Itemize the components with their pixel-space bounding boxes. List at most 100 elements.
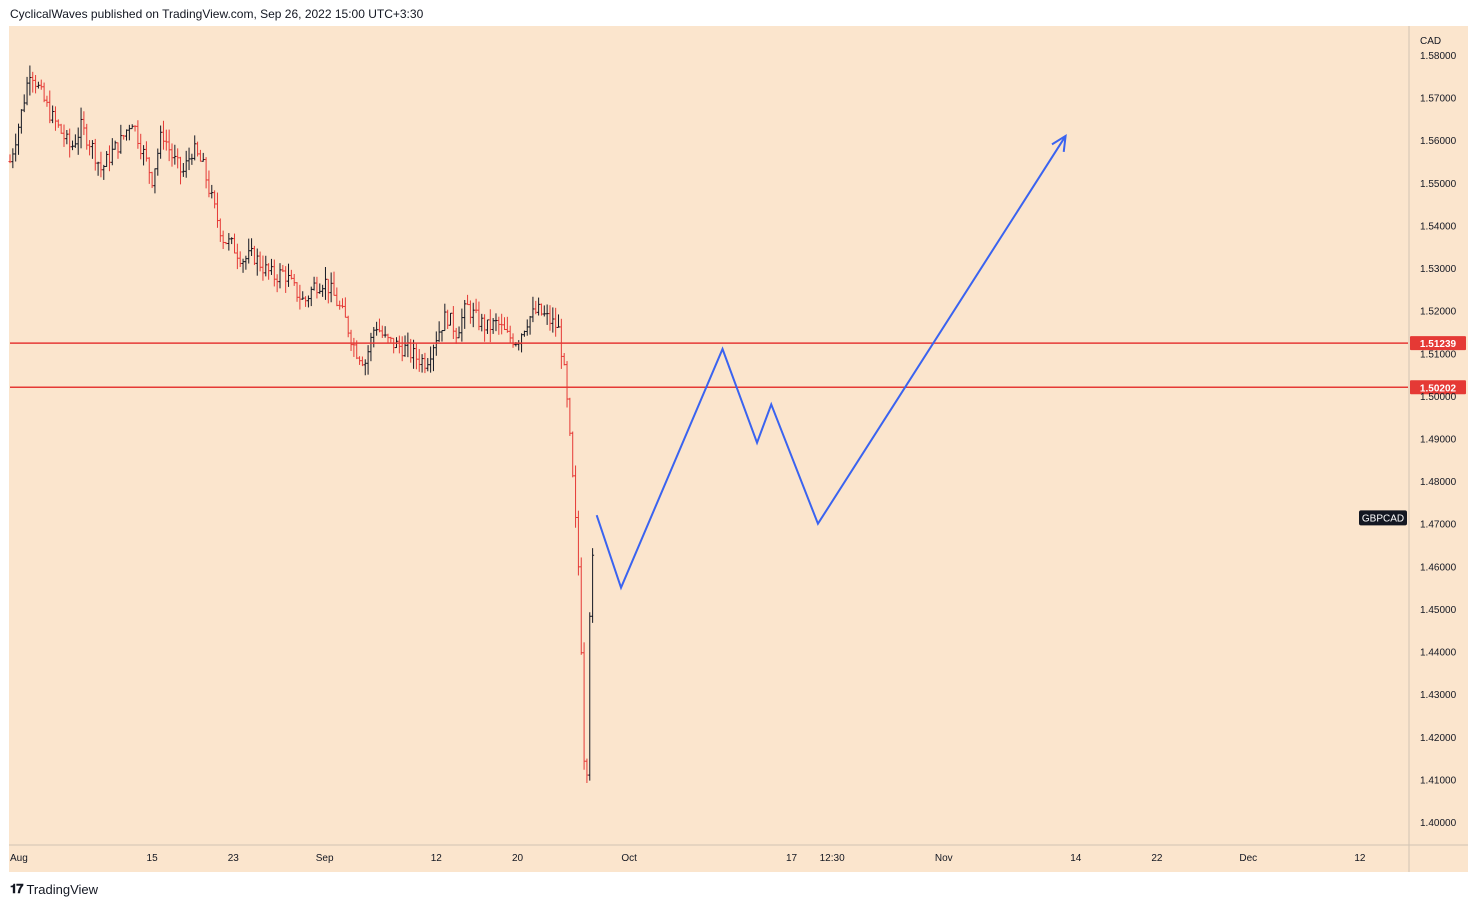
candle (295, 282, 299, 302)
candle (179, 156, 183, 185)
candle (190, 153, 194, 165)
candle (36, 81, 40, 89)
candle (423, 352, 427, 374)
level-price-label: 1.51239 (1410, 336, 1466, 351)
candle (503, 317, 507, 331)
candle (468, 300, 472, 324)
date-tick-label: 17 (786, 853, 798, 864)
candle (113, 140, 117, 150)
candle (187, 147, 191, 171)
candle (397, 335, 401, 354)
projection-group: GBPCAD (595, 134, 1407, 591)
candle (497, 316, 501, 335)
candle (474, 298, 478, 314)
candle (400, 336, 404, 362)
candle (460, 308, 464, 342)
candle (292, 273, 296, 286)
candle (585, 758, 589, 784)
candle (51, 105, 55, 124)
price-tick-label: 1.55000 (1420, 179, 1457, 190)
price-tick-label: 1.46000 (1420, 562, 1457, 573)
candle (346, 315, 350, 338)
candle (557, 314, 561, 328)
candle (383, 326, 387, 338)
candle (457, 326, 461, 339)
candle (332, 271, 336, 296)
candle (258, 251, 262, 272)
candle (559, 318, 563, 369)
date-tick-label: 22 (1151, 853, 1163, 864)
candle (144, 141, 148, 162)
candle (218, 218, 222, 242)
candle (68, 128, 72, 158)
projection-arrowhead-icon (1051, 134, 1067, 152)
candle (335, 287, 339, 307)
candle (34, 75, 38, 94)
candle (406, 332, 410, 358)
candle (480, 313, 484, 332)
candle (491, 318, 495, 334)
candle (309, 286, 313, 307)
date-tick-label: Dec (1239, 853, 1257, 864)
candle (173, 144, 177, 165)
candle (508, 325, 512, 343)
candle (579, 557, 583, 655)
price-tick-label: 1.47000 (1420, 520, 1457, 531)
candle (548, 305, 552, 331)
date-tick-label: Oct (621, 853, 637, 864)
candle (454, 327, 458, 344)
footer-brand[interactable]: 𝟏𝟕 TradingView (10, 881, 98, 897)
symbol-label: GBPCAD (1359, 510, 1407, 526)
candle (255, 248, 259, 276)
candle (591, 548, 595, 623)
candle (377, 318, 381, 333)
candle (363, 359, 367, 376)
candle (127, 124, 131, 141)
date-tick-label: Sep (316, 853, 334, 864)
projection-path[interactable] (595, 135, 1067, 591)
candle (269, 258, 273, 275)
candle (193, 135, 197, 161)
published-text: CyclicalWaves published on TradingView.c… (10, 7, 424, 21)
price-tick-label: 1.49000 (1420, 435, 1457, 446)
candle (238, 251, 242, 268)
candle (215, 192, 219, 228)
candle (289, 269, 293, 280)
date-tick-label: Aug (10, 853, 28, 864)
price-tick-label: 1.51000 (1420, 349, 1457, 360)
candle (184, 150, 188, 178)
candle (304, 296, 308, 307)
price-tick-label: 1.52000 (1420, 307, 1457, 318)
candle (284, 266, 288, 293)
chart-area[interactable] (9, 26, 1468, 872)
candle (76, 127, 80, 155)
candles-group (8, 65, 595, 784)
candle (338, 300, 342, 310)
candle (352, 337, 356, 357)
candle (511, 333, 515, 348)
price-tick-label: 1.53000 (1420, 264, 1457, 275)
candle (8, 154, 12, 164)
candle (59, 123, 63, 134)
candle (426, 358, 430, 372)
candle (440, 330, 444, 342)
candle (329, 272, 333, 303)
date-tick-label: 12 (431, 853, 443, 864)
candle (298, 284, 302, 310)
candle (85, 123, 89, 150)
candle (93, 138, 97, 171)
candle (167, 129, 171, 162)
candle (539, 303, 543, 316)
candle (247, 238, 251, 264)
candle (449, 312, 453, 326)
candle (360, 356, 364, 367)
candle (241, 258, 245, 273)
candle (301, 291, 305, 300)
candle (287, 263, 291, 287)
price-tick-label: 1.50000 (1420, 392, 1457, 403)
candle (22, 94, 26, 113)
candle (392, 337, 396, 354)
candle (90, 140, 94, 159)
candle (161, 120, 165, 150)
